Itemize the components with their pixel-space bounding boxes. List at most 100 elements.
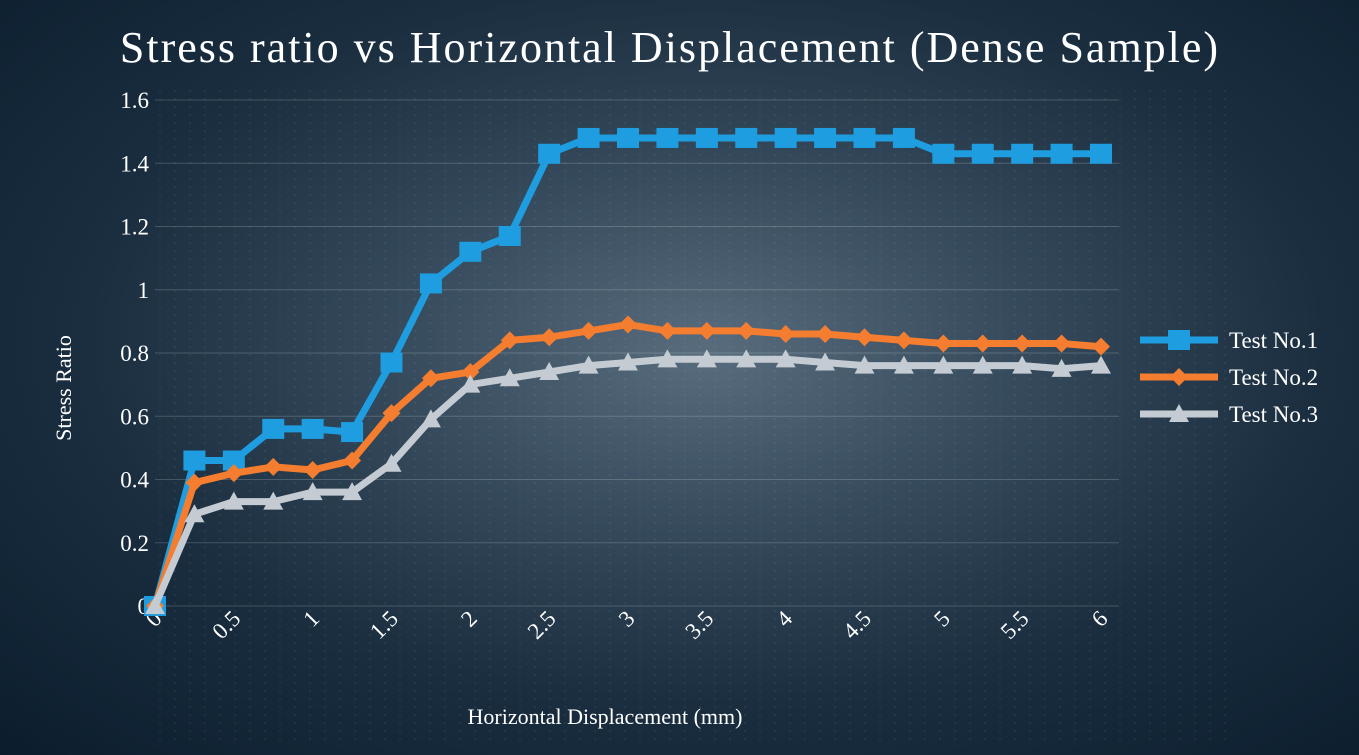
data-point: [619, 315, 637, 334]
data-point: [184, 504, 205, 523]
data-point: [1011, 143, 1034, 164]
data-point: [302, 482, 323, 501]
y-tick-label: 0.4: [120, 468, 149, 493]
legend-label: Test No.3: [1229, 402, 1318, 427]
data-point: [498, 225, 521, 246]
data-point: [343, 451, 362, 470]
legend-item-1: Test No.1: [1140, 328, 1318, 353]
data-point: [341, 422, 364, 443]
data-point: [578, 355, 599, 374]
series-1: [144, 127, 1112, 616]
data-point: [816, 325, 835, 344]
data-point: [972, 355, 993, 374]
y-tick-label: 0.8: [120, 341, 149, 366]
y-tick-label: 1: [138, 278, 150, 303]
data-point: [971, 143, 994, 164]
data-point: [774, 127, 797, 148]
data-point: [697, 321, 716, 340]
data-point: [419, 273, 442, 294]
data-point: [460, 374, 481, 393]
data-point: [853, 127, 876, 148]
data-point: [263, 491, 284, 510]
legend-label: Test No.1: [1229, 328, 1318, 353]
legend: Test No.1 Test No.2 Test No.3: [1140, 328, 1318, 427]
data-point: [617, 127, 639, 148]
data-point: [301, 418, 324, 439]
data-point: [696, 349, 717, 368]
data-point: [381, 453, 402, 472]
data-point: [262, 418, 285, 439]
data-point: [500, 331, 519, 350]
data-point: [695, 127, 718, 148]
data-point: [1013, 334, 1032, 353]
data-point: [538, 143, 561, 164]
chart-title: Stress ratio vs Horizontal Displacement …: [120, 23, 1220, 72]
data-point: [893, 355, 914, 374]
legend-item-3: Test No.3: [1140, 402, 1318, 427]
y-axis-ticks: 0 0.2 0.4 0.6 0.8 1 1.2 1.4 1.6: [120, 88, 149, 619]
data-point: [736, 349, 757, 368]
data-point: [776, 325, 795, 344]
data-point: [658, 321, 677, 340]
legend-marker: [1170, 368, 1188, 386]
data-point: [1052, 334, 1071, 353]
legend-marker: [1169, 404, 1189, 422]
data-point: [973, 334, 992, 353]
data-point: [461, 362, 480, 381]
data-point: [342, 482, 363, 501]
data-point: [579, 321, 598, 340]
legend-label: Test No.2: [1229, 365, 1318, 390]
data-point: [618, 352, 638, 371]
data-point: [380, 352, 403, 373]
data-point: [539, 361, 560, 380]
data-point: [222, 450, 245, 471]
y-axis-label: Stress Ratio: [51, 335, 76, 441]
data-point: [933, 355, 954, 374]
y-tick-label: 0: [138, 594, 150, 619]
data-point: [735, 127, 758, 148]
series-lines: [144, 127, 1112, 616]
data-point: [264, 457, 283, 476]
y-tick-label: 1.2: [120, 215, 149, 240]
y-tick-label: 1.6: [120, 88, 149, 113]
y-tick-label: 1.4: [120, 151, 149, 176]
data-point: [855, 328, 874, 347]
y-tick-label: 0.6: [120, 404, 149, 429]
data-point: [183, 450, 206, 471]
data-point: [421, 369, 440, 388]
data-point: [540, 328, 559, 347]
legend-marker: [1168, 330, 1190, 350]
data-point: [1090, 143, 1112, 164]
data-point: [1092, 337, 1110, 356]
legend-item-2: Test No.2: [1140, 365, 1318, 390]
data-point: [737, 321, 756, 340]
data-point: [815, 352, 836, 371]
data-point: [382, 404, 401, 423]
gridlines: [155, 99, 1119, 607]
y-tick-label: 0.2: [120, 531, 149, 556]
data-point: [894, 331, 913, 350]
data-point: [1050, 143, 1073, 164]
series-3: [145, 349, 1111, 614]
data-point: [499, 368, 520, 387]
data-point: [657, 349, 678, 368]
data-point: [854, 355, 875, 374]
data-point: [814, 127, 837, 148]
data-point: [303, 461, 322, 480]
data-point: [656, 127, 679, 148]
x-axis-label: Horizontal Displacement (mm): [468, 704, 743, 729]
data-point: [224, 464, 243, 483]
data-point: [1051, 358, 1072, 377]
data-point: [420, 409, 441, 428]
data-point: [185, 473, 204, 492]
data-point: [1091, 355, 1111, 374]
data-point: [932, 143, 955, 164]
data-point: [775, 349, 796, 368]
data-point: [934, 334, 953, 353]
data-point: [459, 241, 482, 262]
data-point: [223, 491, 244, 510]
series-2: [146, 315, 1110, 615]
data-point: [577, 127, 600, 148]
